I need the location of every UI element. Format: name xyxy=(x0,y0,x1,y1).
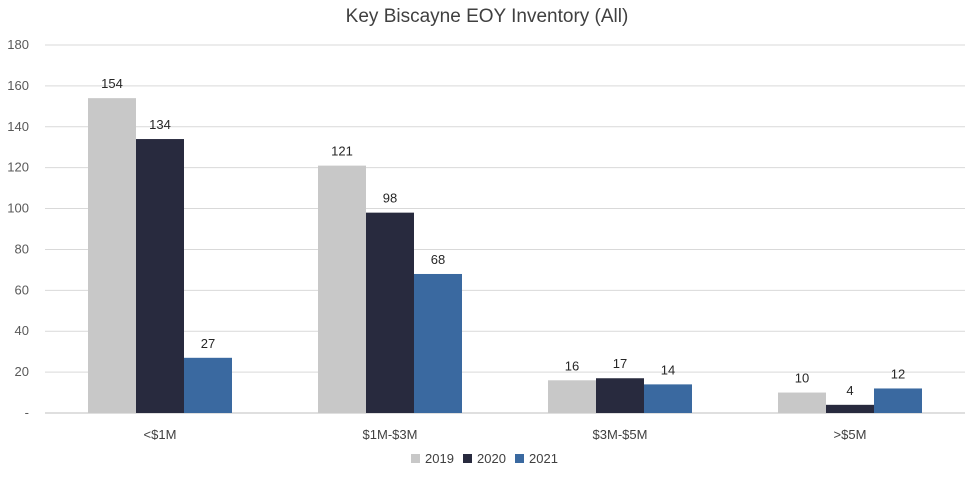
bar-2019 xyxy=(548,380,596,413)
legend-label: 2019 xyxy=(425,451,454,466)
y-tick-label: - xyxy=(25,405,29,420)
y-tick-label: 120 xyxy=(7,160,29,175)
x-category-label: <$1M xyxy=(144,427,177,442)
y-tick-label: 160 xyxy=(7,78,29,93)
data-label: 154 xyxy=(101,76,123,91)
bar-2021 xyxy=(874,388,922,413)
legend-label: 2021 xyxy=(529,451,558,466)
y-tick-label: 80 xyxy=(15,241,29,256)
x-category-label: $3M-$5M xyxy=(593,427,648,442)
y-tick-label: 40 xyxy=(15,323,29,338)
bar-2019 xyxy=(778,392,826,413)
x-category-label: $1M-$3M xyxy=(363,427,418,442)
y-axis-ticks: - 20 40 60 80 100 120 140 160 180 xyxy=(7,37,29,420)
legend-swatch-2019 xyxy=(411,454,420,463)
data-label: 98 xyxy=(383,191,397,206)
chart-title: Key Biscayne EOY Inventory (All) xyxy=(346,6,629,27)
data-label: 10 xyxy=(795,371,809,386)
bar-2021 xyxy=(644,384,692,413)
data-label: 17 xyxy=(613,356,627,371)
data-label: 27 xyxy=(201,336,215,351)
bar-2020 xyxy=(366,212,414,413)
bar-2019 xyxy=(318,165,366,413)
bar-2019 xyxy=(88,98,136,414)
bars xyxy=(88,98,922,414)
y-tick-label: 20 xyxy=(15,364,29,379)
data-label: 134 xyxy=(149,117,171,132)
data-label: 68 xyxy=(431,252,445,267)
data-label: 4 xyxy=(846,383,853,398)
y-tick-label: 180 xyxy=(7,37,29,52)
data-label: 16 xyxy=(565,358,579,373)
y-tick-label: 140 xyxy=(7,119,29,134)
bar-2020 xyxy=(136,139,184,414)
data-label: 121 xyxy=(331,144,353,159)
y-tick-label: 100 xyxy=(7,201,29,216)
legend-swatch-2021 xyxy=(515,454,524,463)
x-axis-categories: <$1M $1M-$3M $3M-$5M >$5M xyxy=(144,427,867,442)
bar-2021 xyxy=(184,357,232,413)
bar-2020 xyxy=(596,378,644,413)
x-category-label: >$5M xyxy=(834,427,867,442)
data-labels: 154 134 27 121 98 68 16 17 14 10 4 12 xyxy=(101,76,905,398)
data-label: 12 xyxy=(891,366,905,381)
legend-label: 2020 xyxy=(477,451,506,466)
legend: 2019 2020 2021 xyxy=(411,451,558,466)
legend-swatch-2020 xyxy=(463,454,472,463)
bar-2020 xyxy=(826,404,874,413)
y-tick-label: 60 xyxy=(15,282,29,297)
bar-2021 xyxy=(414,273,462,413)
data-label: 14 xyxy=(661,362,675,377)
